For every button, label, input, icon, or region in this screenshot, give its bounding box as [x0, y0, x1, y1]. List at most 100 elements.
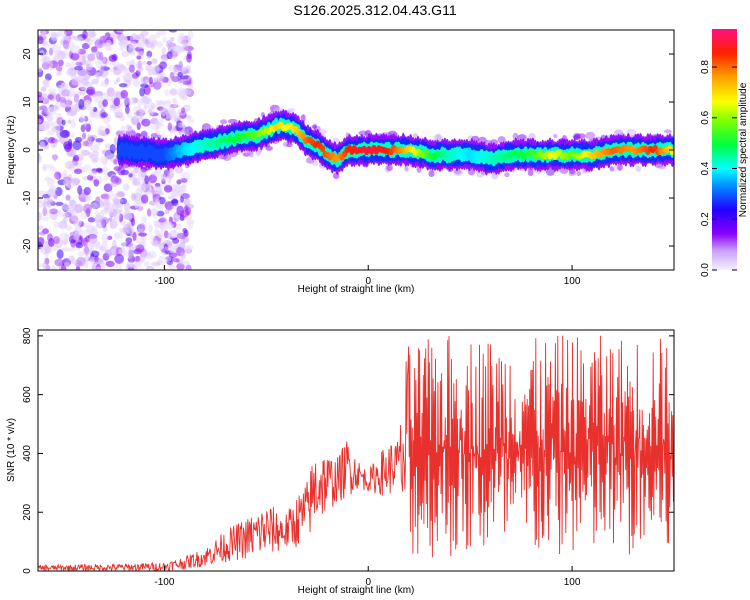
spectrogram-cell — [94, 199, 105, 209]
spectrogram-cell — [86, 89, 95, 95]
spectrogram-x-ticks: -100 0 100 — [154, 265, 581, 287]
spectrogram-cell — [41, 93, 48, 102]
spectrogram-cell — [114, 253, 124, 264]
spectrogram-cell — [49, 208, 58, 215]
spectrogram-cell — [176, 258, 181, 263]
spectrogram-cell — [46, 115, 54, 122]
snr-y-tick-label: 200 — [22, 503, 33, 520]
spectrogram-cell — [74, 136, 83, 143]
spectrogram-cell — [101, 240, 108, 251]
spectrogram-cell — [156, 121, 161, 129]
spectrogram-y-tick-label: -20 — [22, 238, 33, 253]
spectrogram-cell — [159, 61, 167, 70]
spectrogram-cell — [134, 260, 143, 268]
spectrogram-cell — [112, 208, 118, 218]
spectrogram-cell — [109, 181, 117, 187]
spectrogram-cell — [67, 247, 77, 252]
spectrogram-cell — [116, 30, 127, 33]
spectrogram-cell — [74, 161, 79, 167]
spectrogram-cell — [182, 80, 192, 86]
spectrogram-cell — [55, 124, 61, 133]
spectrogram-cell — [101, 149, 112, 156]
spectrogram-x-tick-label: -100 — [154, 276, 174, 287]
spectrogram-cell — [47, 88, 57, 94]
spectrogram-cell — [63, 141, 73, 150]
spectrogram-cell — [82, 30, 88, 40]
spectrogram-cell — [180, 95, 188, 101]
spectrogram-cell — [158, 218, 166, 223]
spectrogram-cell — [94, 211, 101, 220]
spectrogram-cell — [159, 76, 165, 82]
spectrogram-cell — [136, 55, 142, 60]
spectrogram-cell — [59, 232, 68, 242]
spectrogram-cell — [77, 250, 85, 257]
spectrogram-cell — [42, 207, 48, 217]
spectrogram-cell — [38, 225, 44, 231]
spectrogram-cell — [79, 114, 86, 123]
spectrogram-cell — [75, 242, 84, 249]
spectrogram-cell — [663, 129, 672, 134]
spectrogram-cell — [102, 60, 108, 67]
spectrogram-cell — [125, 237, 133, 244]
spectrogram-cell — [151, 66, 156, 76]
spectrogram-cell — [62, 39, 69, 49]
spectrogram-cell — [117, 63, 126, 70]
spectrogram-cell — [82, 71, 91, 80]
spectrogram-cell — [358, 130, 368, 136]
spectrogram-y-label: Frequency (Hz) — [6, 116, 17, 185]
spectrogram-cell — [90, 145, 100, 152]
spectrogram-cell — [183, 205, 189, 212]
spectrogram-cell — [120, 89, 129, 99]
spectrogram-cell — [504, 172, 510, 178]
spectrogram-cell — [38, 262, 42, 269]
figure-title: S126.2025.312.04.43.G11 — [293, 2, 456, 18]
snr-y-tick-label: 400 — [22, 445, 33, 462]
spectrogram-cell — [180, 260, 190, 266]
spectrogram-cell — [187, 221, 194, 230]
spectrogram-cell — [66, 110, 77, 117]
spectrogram-cell — [102, 99, 109, 107]
spectrogram-cell — [54, 258, 64, 267]
spectrogram-cell — [181, 66, 188, 72]
spectrogram-cell — [175, 223, 183, 231]
spectrogram-cell — [115, 77, 121, 82]
spectrogram-cell — [182, 227, 188, 234]
spectrogram-cell — [150, 239, 159, 247]
spectrogram-cell — [147, 266, 153, 270]
spectrogram-cell — [171, 98, 177, 104]
spectrogram-cell — [617, 163, 623, 171]
spectrogram-cell — [112, 239, 117, 250]
spectrogram-y-tick-label: -10 — [22, 190, 33, 205]
spectrogram-cell — [135, 188, 143, 198]
spectrogram-cell — [171, 50, 178, 59]
spectrogram-cell — [172, 237, 180, 244]
spectrogram-cell — [126, 113, 133, 119]
spectrogram-cell — [38, 106, 44, 111]
spectrogram-cell — [125, 249, 134, 259]
spectrogram-cell — [61, 247, 70, 252]
spectrogram-cell — [103, 175, 110, 181]
spectrogram-cell — [65, 204, 75, 214]
spectrogram-cell — [128, 96, 135, 105]
snr-y-label: SNR (10 * v/v) — [6, 418, 17, 482]
spectrogram-cell — [96, 51, 101, 60]
spectrogram-cell — [167, 195, 176, 200]
spectrogram-cell — [131, 218, 136, 226]
spectrogram-cell — [113, 192, 118, 203]
spectrogram-cell — [50, 265, 57, 270]
spectrogram-cell — [121, 50, 130, 58]
spectrogram-cell — [46, 106, 57, 116]
spectrogram-cell — [134, 165, 139, 174]
spectrogram-cell — [177, 71, 183, 78]
spectrogram-cell — [150, 208, 159, 216]
spectrogram-cell — [412, 133, 419, 138]
spectrogram-cell — [138, 108, 147, 114]
snr-series-line — [38, 335, 674, 571]
spectrogram-cell — [72, 140, 82, 151]
spectrogram-cell — [70, 132, 76, 138]
spectrogram-cell — [46, 177, 55, 188]
spectrogram-cell — [69, 40, 75, 51]
spectrogram-cell — [141, 251, 151, 258]
spectrogram-cell — [119, 115, 126, 122]
spectrogram-cell — [110, 248, 116, 254]
